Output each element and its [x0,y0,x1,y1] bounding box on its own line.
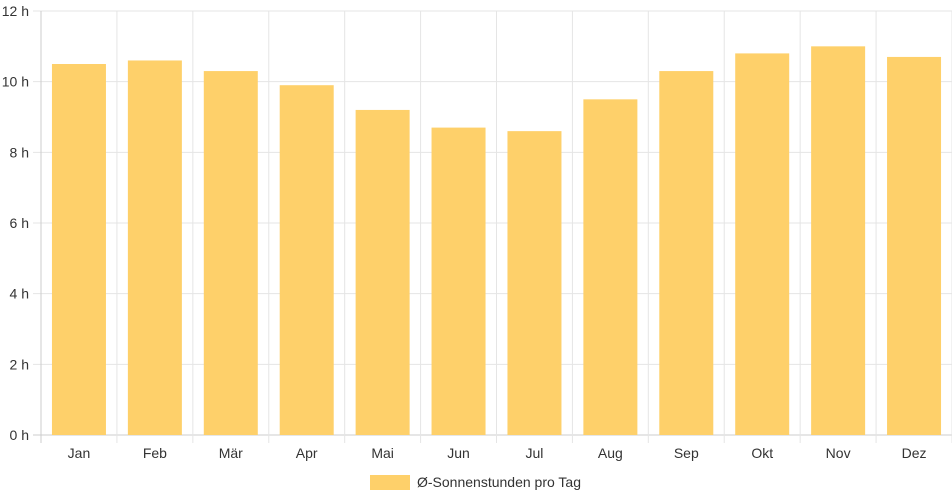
bar-jun[interactable] [431,127,486,435]
x-tick-label: Nov [826,445,851,461]
legend-swatch [370,474,410,490]
y-tick-label: 12 h [2,3,29,19]
bar-mai[interactable] [355,109,410,435]
y-tick-label: 4 h [10,286,29,302]
x-tick-label: Mär [219,445,243,461]
y-axis-ticks: 0 h 2 h 4 h 6 h 8 h 10 h 12 h [2,3,29,443]
bar-apr[interactable] [279,85,334,435]
x-tick-label: Jan [68,445,91,461]
y-tick-label: 2 h [10,356,29,372]
y-tick-label: 8 h [10,144,29,160]
bar-jan[interactable] [51,64,106,435]
legend[interactable]: Ø-Sonnenstunden pro Tag [370,472,581,492]
bar-jul[interactable] [507,131,562,435]
bar-aug[interactable] [583,99,638,435]
x-tick-label: Jun [447,445,470,461]
x-tick-label: Apr [296,445,318,461]
x-tick-label: Okt [751,445,773,461]
legend-label: Ø-Sonnenstunden pro Tag [417,474,581,490]
bar-mär[interactable] [203,71,258,436]
bar-feb[interactable] [127,60,182,435]
x-axis-ticks: Jan Feb Mär Apr Mai Jun Jul Aug Sep Okt Nov Dez [68,445,927,461]
x-tick-label: Dez [902,445,927,461]
bar-okt[interactable] [735,53,790,436]
x-tick-label: Mai [371,445,394,461]
y-tick-label: 0 h [10,427,29,443]
x-tick-label: Jul [526,445,544,461]
bars [51,46,942,436]
x-tick-label: Feb [143,445,167,461]
gridlines [33,10,952,443]
y-tick-label: 10 h [2,74,29,90]
bar-dez[interactable] [887,56,942,435]
x-tick-label: Aug [598,445,623,461]
bar-nov[interactable] [811,46,866,435]
y-tick-label: 6 h [10,215,29,231]
bar-sep[interactable] [659,71,714,436]
x-tick-label: Sep [674,445,699,461]
